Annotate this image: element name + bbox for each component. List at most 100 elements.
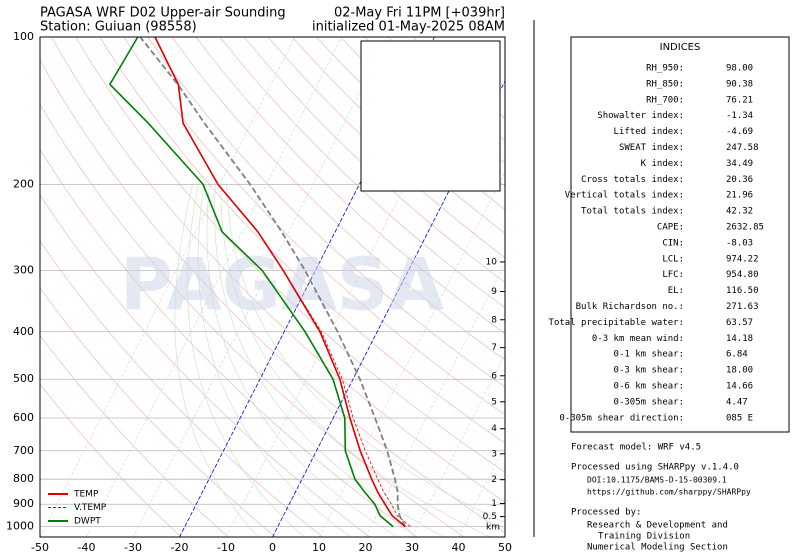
index-value: 90.38 — [726, 79, 753, 89]
index-label: RH_950: — [646, 64, 684, 74]
isotherm — [86, 37, 342, 537]
moist-adiabat — [226, 184, 505, 524]
footer-line: Numerical Modeling Section — [587, 543, 728, 553]
y-tick-label: 200 — [13, 177, 34, 190]
index-label: Cross totals index: — [581, 175, 684, 185]
valid-time: 02-May Fri 11PM [+039hr] — [334, 6, 505, 21]
index-label: 0-6 km shear: — [614, 382, 684, 392]
index-label: Showalter index: — [597, 111, 684, 121]
x-tick-label: -40 — [78, 541, 96, 554]
highlight-isotherm — [179, 37, 435, 537]
x-tick-label: -30 — [124, 541, 142, 554]
index-value: 4.47 — [726, 397, 748, 407]
dry-adiabat — [40, 240, 323, 537]
x-tick-label: 0 — [269, 541, 276, 554]
index-label: 0-305m shear: — [614, 397, 684, 407]
footer-line: Processed by: — [571, 508, 641, 518]
dry-adiabat — [147, 37, 505, 388]
text-panels: RH_950: 98.00 RH_850: 90.38 RH_700: 76.21 Show… — [549, 64, 764, 553]
x-tick-label: 30 — [405, 541, 419, 554]
dry-adiabat — [75, 37, 505, 473]
x-tick-label: -10 — [217, 541, 235, 554]
dry-adiabat — [99, 37, 505, 444]
profile-line — [154, 37, 406, 528]
index-label: RH_700: — [646, 95, 684, 105]
highlight-isotherm — [272, 80, 505, 537]
index-value: 974.22 — [726, 254, 759, 264]
x-tick-label: 40 — [452, 541, 466, 554]
index-value: 18.00 — [726, 366, 753, 376]
index-value: 63.57 — [726, 318, 753, 328]
footer-line: Processed using SHARPpy v.1.4.0 — [571, 463, 739, 473]
dry-adiabat — [40, 287, 276, 537]
index-label: 0-1 km shear: — [614, 350, 684, 360]
y-tick-label: 600 — [13, 411, 34, 424]
index-value: 21.96 — [726, 191, 753, 201]
moist-adiabat — [197, 184, 352, 537]
index-value: 954.80 — [726, 270, 759, 280]
isotherm — [40, 37, 296, 537]
moist-adiabat — [206, 184, 398, 537]
index-value: -1.34 — [726, 111, 753, 121]
index-value: 271.63 — [726, 302, 759, 312]
dry-adiabat — [267, 37, 505, 259]
watermark: PAGASA — [120, 243, 445, 327]
isotherm — [132, 37, 389, 537]
dry-adiabat — [219, 37, 505, 309]
index-value: 6.84 — [726, 350, 748, 360]
legend-label: DWPT — [74, 517, 101, 527]
hodograph-frame — [360, 40, 501, 192]
index-value: 98.00 — [726, 64, 753, 74]
index-label: 0-3 km shear: — [614, 366, 684, 376]
index-value: 247.58 — [726, 143, 759, 153]
index-label: Total precipitable water: — [549, 318, 684, 328]
dry-adiabat — [171, 37, 505, 361]
x-tick-label: 50 — [498, 541, 512, 554]
height-label: 7 — [491, 343, 497, 353]
dry-adiabat — [40, 334, 229, 537]
plot-frame — [39, 36, 506, 538]
x-tick-label: -20 — [171, 541, 189, 554]
y-tick-label: 1000 — [6, 520, 34, 533]
footer-line: Training Division — [598, 532, 690, 542]
isotherm — [318, 171, 505, 537]
indices-title: INDICES — [660, 42, 701, 53]
x-tick-label: 10 — [312, 541, 326, 554]
height-label: 9 — [491, 287, 497, 297]
y-tick-label: 800 — [13, 472, 34, 485]
height-label: 4 — [491, 424, 497, 434]
index-value: 2632.85 — [726, 223, 764, 233]
chart-subtitle: Station: Guiuan (98558) — [40, 20, 197, 35]
footer-line: Research & Development and — [587, 521, 728, 531]
dry-adiabat — [40, 103, 465, 537]
dry-adiabat — [51, 37, 505, 503]
x-tick-label: 20 — [359, 541, 373, 554]
moist-adiabat — [214, 184, 445, 537]
height-label: 0.5 — [483, 512, 497, 522]
y-tick-label: 300 — [13, 264, 34, 277]
indices-panel — [570, 36, 790, 433]
y-tick-label: 400 — [13, 325, 34, 338]
index-label: K index: — [641, 159, 684, 169]
legend-label: V.TEMP — [74, 503, 107, 513]
dry-adiabat — [123, 37, 505, 416]
footer-line: https://github.com/sharppy/SHARPpy — [587, 488, 751, 497]
index-label: CIN: — [662, 238, 684, 248]
index-value: -8.03 — [726, 238, 753, 248]
index-label: 0-305m shear direction: — [559, 413, 684, 423]
index-label: CAPE: — [657, 223, 684, 233]
dry-adiabat — [195, 37, 505, 335]
height-label: 1 — [491, 499, 497, 509]
moist-adiabat — [174, 184, 259, 537]
footer-line: Forecast model: WRF v4.5 — [571, 443, 701, 453]
height-label: 10 — [486, 257, 498, 267]
y-tick-label: 100 — [13, 30, 34, 43]
init-time: initialized 01-May-2025 08AM — [312, 20, 505, 35]
legend-label: TEMP — [73, 490, 99, 500]
dry-adiabat — [243, 37, 505, 283]
profiles — [108, 37, 411, 528]
index-label: EL: — [668, 286, 684, 296]
index-label: RH_850: — [646, 79, 684, 89]
